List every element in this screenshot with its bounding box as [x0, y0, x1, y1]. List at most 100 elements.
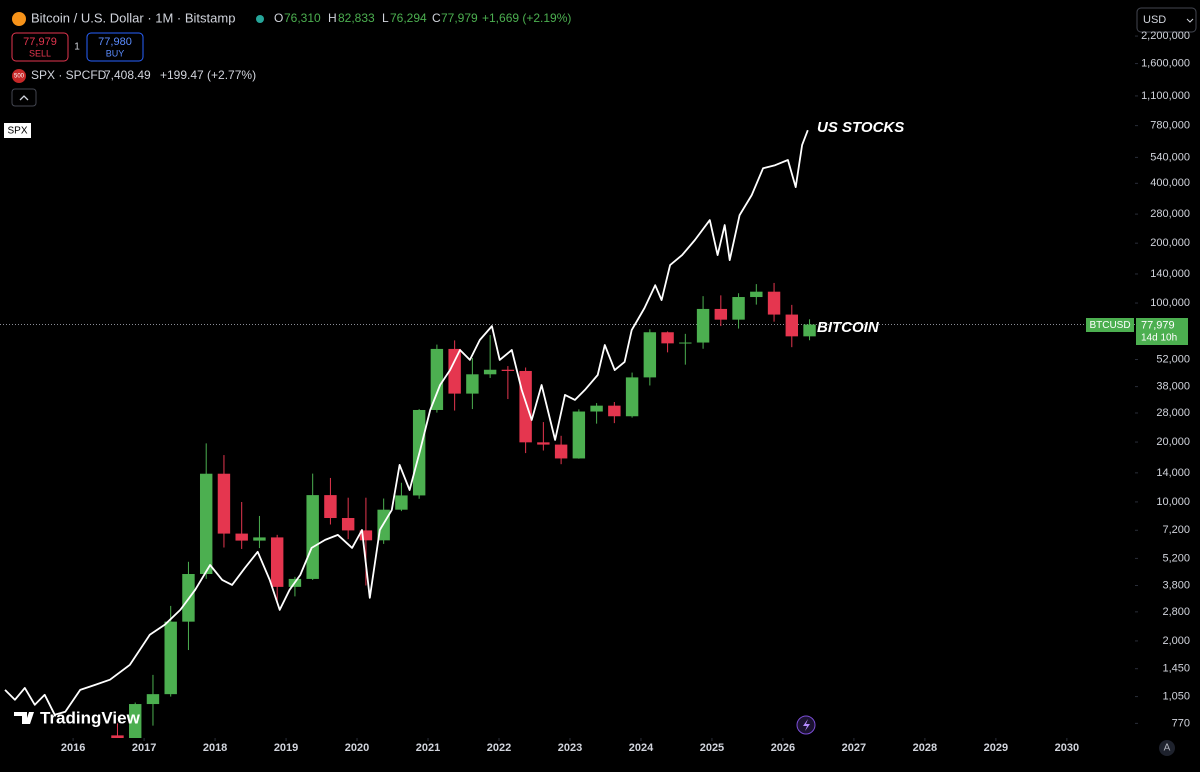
candle-body	[519, 370, 532, 443]
candle-body	[767, 291, 781, 315]
y-tick-label: 770	[1172, 717, 1190, 729]
spx-line	[4, 129, 809, 716]
y-tick-label: 280,000	[1150, 208, 1190, 220]
y-tick-label: 20,000	[1156, 436, 1190, 448]
buy-price[interactable]: 77,980	[98, 36, 132, 48]
ohlc-l-label: L	[382, 11, 389, 25]
sell-price[interactable]: 77,979	[23, 36, 57, 48]
collapse-icon[interactable]	[19, 95, 29, 101]
logo: TradingView	[14, 708, 141, 727]
x-tick-label: 2027	[842, 742, 866, 754]
candle-body	[111, 735, 124, 738]
price-tag-symbol: BTCUSD	[1089, 320, 1130, 331]
currency[interactable]: USD	[1143, 14, 1166, 26]
candle-body	[572, 411, 586, 459]
y-tick-label: 400,000	[1150, 177, 1190, 189]
sell-button[interactable]: 77,979 SELL	[11, 32, 69, 62]
x-tick-label: 2028	[913, 742, 937, 754]
y-tick-label: 52,000	[1156, 353, 1190, 365]
annotation-stocks: US STOCKS	[817, 119, 904, 136]
y-tick-label: 540,000	[1150, 151, 1190, 163]
ohlc-l: 76,294	[390, 11, 427, 25]
candle-body	[608, 405, 621, 417]
y-tick-label: 10,000	[1156, 496, 1190, 508]
candle-body	[146, 694, 160, 705]
y-tick-label: 14,000	[1156, 467, 1190, 479]
currency-caret[interactable]	[1186, 18, 1194, 23]
x-tick-label: 2025	[700, 742, 724, 754]
collapse-button[interactable]	[11, 88, 37, 107]
y-tick-label: 2,800	[1162, 606, 1190, 618]
currency-select[interactable]	[1136, 7, 1197, 33]
assistant-bolt[interactable]	[803, 719, 810, 731]
candle-body	[803, 324, 816, 337]
spx-price: 7,408.49	[104, 68, 151, 82]
spx-icon-label: 500	[14, 74, 25, 80]
price-tag-countdown: 14d 10h	[1141, 333, 1177, 344]
ohlc-h-label: H	[328, 11, 337, 25]
candle-body	[235, 533, 248, 541]
candle-body	[359, 530, 373, 541]
buy-label[interactable]: BUY	[106, 48, 125, 58]
buy-button[interactable]: 77,980 BUY	[86, 32, 144, 62]
ohlc-c-label: C	[432, 11, 441, 25]
candle-body	[430, 348, 444, 410]
spx-change: +199.47 (+2.77%)	[160, 68, 256, 82]
y-tick-label: 200,000	[1150, 237, 1190, 249]
candle-body	[750, 291, 763, 298]
price-tag-value: 77,979	[1141, 319, 1175, 331]
order-qty[interactable]: 1	[74, 42, 80, 53]
candle-body	[324, 495, 337, 519]
x-tick-label: 2019	[274, 742, 298, 754]
y-tick-label: 7,200	[1162, 524, 1190, 536]
spx-icon	[12, 69, 26, 83]
candle-body	[625, 377, 639, 417]
candle-body	[129, 704, 142, 738]
auto-scale[interactable]: A	[1164, 743, 1171, 754]
candle-body	[643, 332, 657, 378]
y-tick-label: 780,000	[1150, 120, 1190, 132]
ohlc-c: 77,979	[441, 11, 478, 25]
candle-body	[732, 297, 745, 320]
candle-body	[679, 342, 692, 344]
y-tick-label: 1,100,000	[1141, 90, 1190, 102]
logo-text: TradingView	[40, 708, 141, 727]
sell-box[interactable]	[11, 32, 69, 62]
price-tag-symbol-box	[1086, 318, 1134, 332]
y-tick-label: 28,000	[1156, 407, 1190, 419]
candle-body	[696, 308, 710, 343]
ohlc-change: +1,669 (+2.19%)	[482, 11, 571, 25]
auto-scale-button[interactable]	[1159, 740, 1175, 756]
x-tick-label: 2029	[984, 742, 1008, 754]
y-tick-label: 2,200,000	[1141, 30, 1190, 42]
x-tick-label: 2026	[771, 742, 795, 754]
ohlc-o: 76,310	[284, 11, 321, 25]
price-tag-box	[1136, 318, 1188, 345]
x-tick-label: 2018	[203, 742, 227, 754]
candle-body	[590, 405, 603, 412]
candle-body	[537, 442, 550, 445]
y-tick-label: 100,000	[1150, 297, 1190, 309]
x-tick-label: 2024	[629, 742, 654, 754]
y-tick-label: 140,000	[1150, 268, 1190, 280]
candle-body	[785, 314, 799, 337]
y-tick-label: 3,800	[1162, 579, 1190, 591]
candle-body	[554, 444, 568, 459]
sell-label[interactable]: SELL	[29, 48, 51, 58]
x-tick-label: 2021	[416, 742, 440, 754]
annotation-bitcoin: BITCOIN	[817, 319, 880, 336]
y-tick-label: 1,600,000	[1141, 57, 1190, 69]
candle-body	[714, 308, 728, 320]
symbol-title: Bitcoin / U.S. Dollar · 1M · Bitstamp	[31, 10, 235, 25]
x-tick-label: 2017	[132, 742, 156, 754]
x-tick-label: 2030	[1055, 742, 1079, 754]
candle-body	[448, 348, 461, 394]
x-tick-label: 2016	[61, 742, 85, 754]
logo-mark	[14, 712, 34, 724]
candle-body	[483, 369, 497, 375]
buy-box[interactable]	[86, 32, 144, 62]
candle-body	[501, 369, 515, 371]
plot-area	[0, 129, 1135, 738]
